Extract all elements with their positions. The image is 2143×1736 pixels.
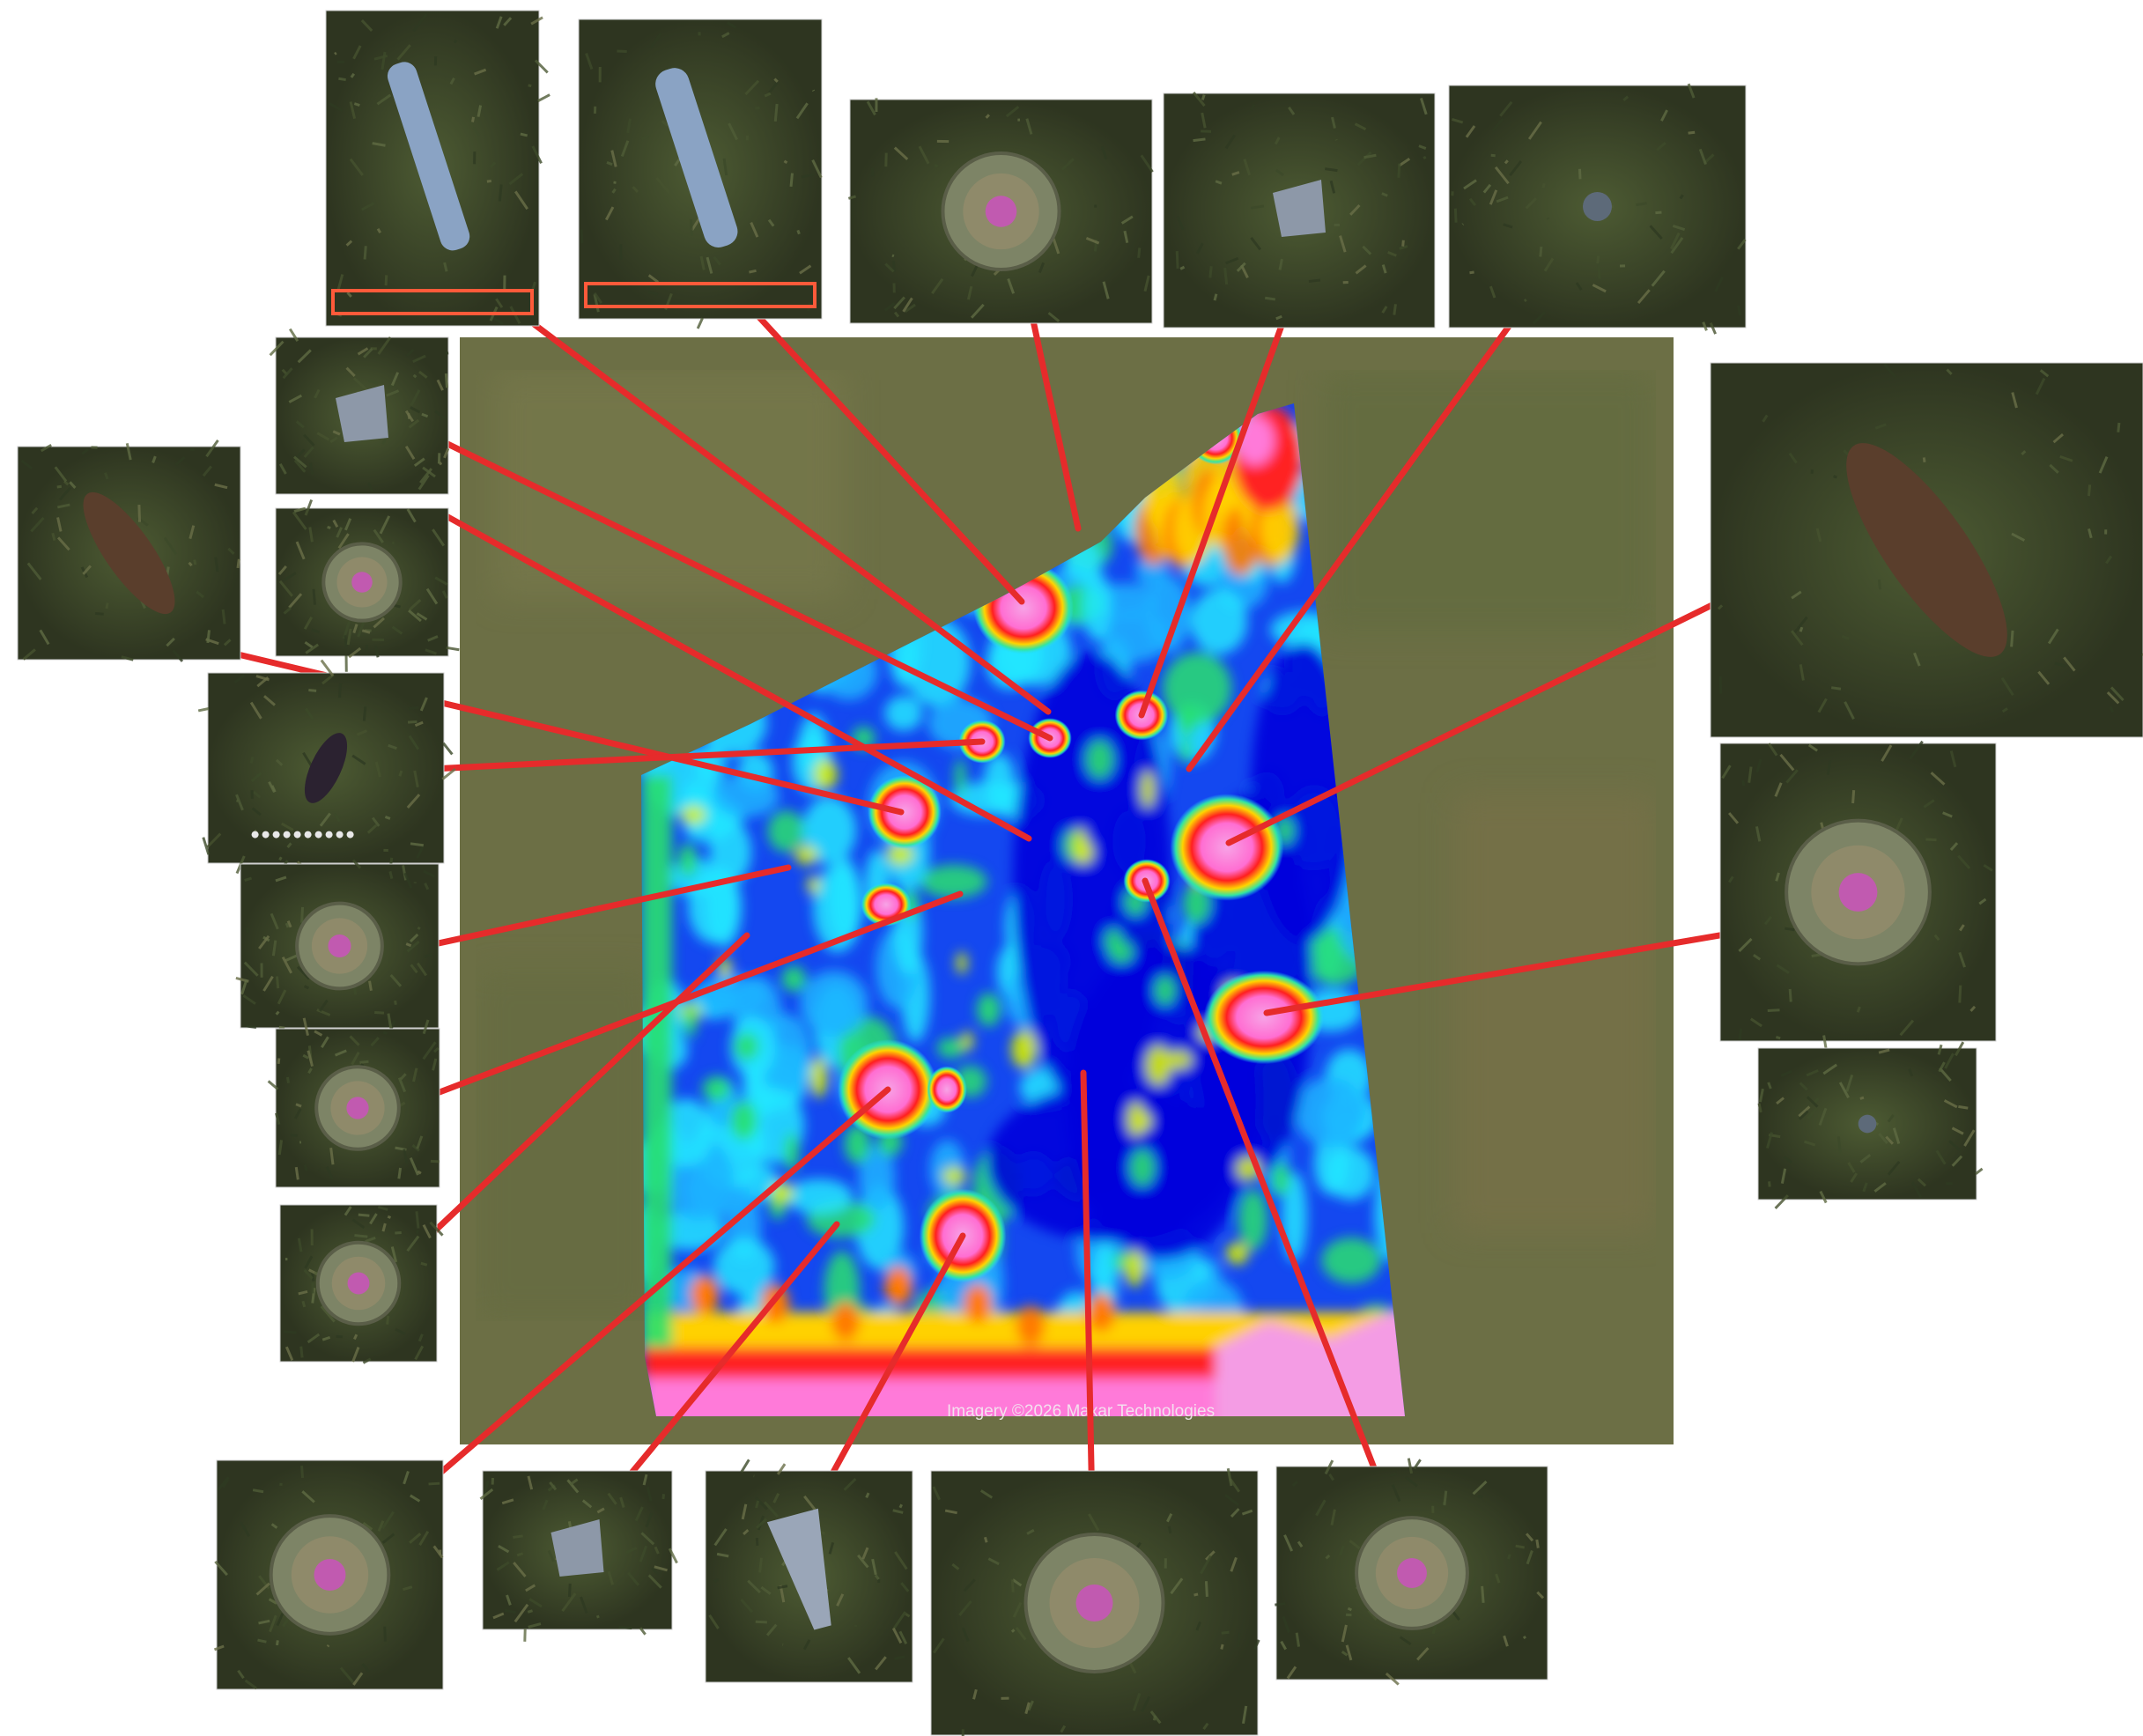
shell-icon bbox=[1846, 443, 2007, 657]
leader-line bbox=[1080, 1069, 1096, 1514]
fragment-icon bbox=[336, 385, 388, 442]
fragment-icon bbox=[1273, 180, 1326, 237]
tube-icon bbox=[584, 68, 817, 308]
photo-callout-anti-tank-mine[interactable] bbox=[1719, 740, 1997, 1052]
anomaly-hotspot bbox=[1170, 794, 1284, 901]
leader-line bbox=[817, 1232, 966, 1498]
disc-mine-icon bbox=[1785, 818, 1932, 966]
shell-icon bbox=[83, 491, 175, 615]
imagery-credit: Imagery ©2026 Maxar Technologies bbox=[947, 1402, 1215, 1421]
photo-callout-anti-tank-mine[interactable] bbox=[213, 1459, 444, 1690]
photo-callout-small-mine[interactable] bbox=[1275, 1458, 1548, 1686]
small-item-icon bbox=[1858, 1114, 1877, 1134]
mortar-icon bbox=[766, 1508, 831, 1630]
leader-line bbox=[1138, 273, 1303, 719]
disc-mine-icon bbox=[321, 542, 403, 623]
grenade-icon bbox=[251, 733, 354, 838]
leader-line bbox=[743, 299, 1025, 605]
photo-callout-anti-tank-mine[interactable] bbox=[930, 1467, 1260, 1736]
photo-callout-small-mine[interactable] bbox=[267, 1017, 440, 1188]
disc-mine-icon bbox=[314, 1065, 401, 1151]
leader-line bbox=[393, 738, 986, 774]
photo-callout-green-fragment[interactable] bbox=[269, 328, 450, 495]
photo-callout-small-mine[interactable] bbox=[235, 859, 440, 1033]
photo-callouts bbox=[17, 10, 2143, 1736]
leader-line bbox=[441, 512, 1032, 842]
disc-mine-icon bbox=[1023, 1533, 1165, 1673]
photo-callout-large-shell[interactable] bbox=[1710, 362, 2143, 738]
leader-line bbox=[393, 1086, 891, 1514]
photo-callout-mortar-tube[interactable] bbox=[578, 18, 823, 329]
photo-callout-rocket-tube[interactable] bbox=[325, 10, 551, 327]
fragment-icon bbox=[551, 1519, 604, 1577]
leader-line bbox=[1142, 877, 1395, 1517]
photo-callout-small-item[interactable] bbox=[1757, 1041, 1984, 1209]
leader-line bbox=[410, 932, 750, 1254]
photo-callout-fragment[interactable] bbox=[1163, 92, 1436, 329]
photo-callout-grenade[interactable] bbox=[197, 659, 456, 879]
leader-line bbox=[604, 1221, 840, 1505]
leader-line bbox=[437, 437, 1053, 742]
disc-mine-icon bbox=[941, 151, 1061, 272]
disc-mine-icon bbox=[295, 901, 384, 991]
disc-mine-icon bbox=[315, 1240, 402, 1326]
small-item-icon bbox=[1583, 192, 1612, 221]
leader-line bbox=[454, 263, 1052, 715]
anomaly-hotspot bbox=[868, 775, 942, 849]
leader-line bbox=[418, 890, 964, 1103]
anomaly-hotspot bbox=[1203, 970, 1325, 1065]
photo-callout-artillery-shell[interactable] bbox=[17, 439, 241, 662]
photo-callout-small-mine[interactable] bbox=[275, 499, 460, 672]
leader-line bbox=[410, 864, 792, 952]
photo-callout-fragment[interactable] bbox=[479, 1470, 678, 1642]
leader-lines bbox=[212, 217, 1862, 1517]
tube-icon bbox=[331, 62, 534, 315]
photo-callout-small-mine[interactable] bbox=[279, 1204, 444, 1364]
photo-callout-anti-tank-mine[interactable] bbox=[847, 98, 1154, 324]
photo-callout-small-item[interactable] bbox=[1448, 83, 1747, 335]
anomaly-hotspot bbox=[927, 1066, 967, 1113]
disc-mine-icon bbox=[269, 1514, 391, 1636]
disc-mine-icon bbox=[1355, 1516, 1469, 1630]
photo-callout-mortar-round[interactable] bbox=[705, 1459, 913, 1683]
